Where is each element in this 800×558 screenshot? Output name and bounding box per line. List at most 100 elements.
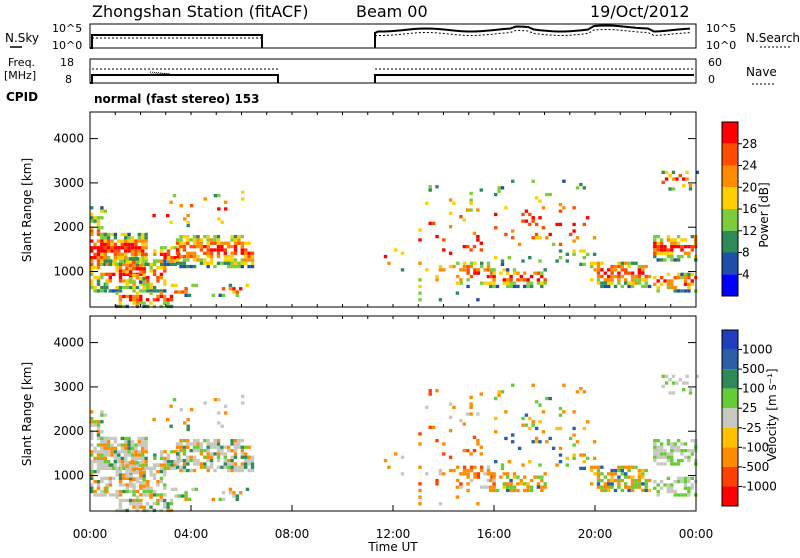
velocity-cell (135, 461, 139, 465)
power-cell (237, 235, 241, 239)
power-cell (209, 251, 214, 255)
velocity-cell (541, 410, 546, 414)
power-cell (603, 278, 607, 282)
velocity-cell (663, 449, 667, 453)
power-cell (173, 262, 177, 266)
power-cell (502, 278, 506, 282)
power-cell (244, 248, 248, 252)
velocity-cell (572, 426, 576, 431)
power-cell (156, 276, 160, 280)
power-cell (139, 298, 143, 302)
velocity-cell (613, 468, 618, 473)
velocity-cell (113, 453, 118, 457)
velocity-cell (223, 455, 227, 459)
power-cell (512, 284, 517, 289)
power-cell (196, 238, 200, 242)
power-cell (93, 246, 97, 250)
velocity-cell (675, 381, 679, 385)
velocity-cell (538, 420, 542, 424)
power-cell (192, 254, 197, 259)
velocity-cell (118, 489, 123, 494)
velocity-cell (206, 465, 210, 469)
power-cell (139, 282, 143, 286)
velocity-cell (182, 445, 187, 449)
velocity-cell (582, 390, 586, 394)
velocity-cell (142, 481, 146, 485)
power-cell (538, 236, 542, 240)
velocity-cell (132, 489, 136, 494)
velocity-cell (117, 453, 121, 457)
power-cell (659, 248, 664, 252)
velocity-cell (671, 381, 676, 385)
velocity-cell (469, 405, 473, 409)
power-cell (683, 238, 688, 242)
power-cell (504, 206, 508, 210)
power-cell (156, 266, 160, 270)
power-cell (682, 177, 686, 181)
power-cell (96, 289, 101, 293)
nsky-label: N.Sky (5, 31, 39, 45)
velocity-cell (182, 462, 187, 466)
velocity-cell (132, 464, 136, 468)
velocity-cell (100, 436, 104, 441)
velocity-cell (528, 426, 532, 431)
velocity-cell (492, 488, 496, 493)
velocity-cell (130, 443, 135, 447)
power-cell (103, 239, 107, 243)
nave-tick-bottom: 0 (708, 73, 715, 86)
velocity-cell (137, 450, 141, 454)
power-cell (108, 272, 112, 276)
power-cell (479, 188, 483, 192)
power-cell (659, 238, 664, 242)
nsky-trace-late (374, 24, 691, 48)
velocity-cell (169, 498, 174, 503)
nsearch-label: N.Search (746, 31, 800, 45)
velocity-cell (244, 462, 248, 466)
velocity-cell (466, 412, 470, 416)
nave-tick-top: 60 (708, 56, 722, 69)
power-cell (103, 289, 107, 293)
velocity-cell (113, 440, 118, 444)
velocity-cell (100, 463, 104, 467)
power-cell (141, 239, 145, 243)
power-cell (227, 261, 231, 265)
velocity-cell (223, 445, 227, 449)
velocity-cell (428, 425, 432, 429)
power-cell (494, 192, 498, 197)
power-cell (132, 294, 136, 299)
power-cell (534, 222, 539, 227)
power-cell (175, 258, 180, 262)
velocity-cell (96, 456, 101, 460)
power-cell (469, 208, 473, 212)
power-cell (516, 271, 520, 275)
velocity-cell (220, 424, 224, 428)
velocity-cell (494, 460, 498, 464)
power-cell (541, 206, 546, 210)
velocity-cell (163, 498, 167, 503)
power-cell (673, 238, 677, 242)
velocity-cell (90, 453, 94, 457)
power-cell (462, 268, 467, 272)
power-cell (507, 256, 511, 260)
velocity-cell (469, 452, 473, 456)
velocity-cell (152, 473, 157, 477)
power-cell (90, 232, 94, 237)
power-cell (516, 278, 520, 282)
velocity-cell (647, 488, 652, 493)
power-cell (448, 198, 453, 202)
velocity-cell (492, 482, 496, 486)
power-cell (217, 217, 221, 221)
power-cell (483, 268, 487, 272)
velocity-cell (620, 472, 624, 476)
velocity-cell (603, 485, 607, 489)
velocity-cell (186, 462, 190, 466)
power-cell (659, 241, 664, 245)
power-cell (596, 264, 601, 269)
power-cell (142, 280, 146, 284)
velocity-cell (237, 442, 241, 446)
power-cell (113, 242, 118, 246)
velocity-cell (233, 468, 238, 473)
velocity-cell (209, 458, 214, 463)
velocity-cell (524, 423, 529, 427)
